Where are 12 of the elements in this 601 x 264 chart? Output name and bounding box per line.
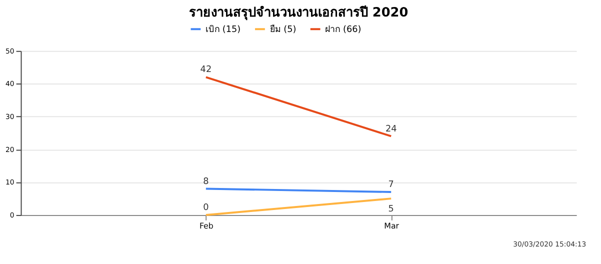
data-label: 5 bbox=[388, 204, 394, 214]
data-label: 7 bbox=[388, 180, 394, 190]
legend-label: เบิก (15) bbox=[206, 24, 241, 36]
legend-label: ยืม (5) bbox=[270, 24, 296, 36]
x-tick-label: Mar bbox=[384, 221, 400, 230]
legend-label: ฝาก (66) bbox=[325, 25, 362, 36]
chart-title: รายงานสรุปจำนวนงานเอกสารปี 2020 bbox=[188, 4, 408, 20]
data-label: 8 bbox=[203, 176, 210, 187]
data-label: 24 bbox=[385, 124, 398, 134]
x-tick-label: Feb bbox=[199, 221, 214, 230]
data-label: 0 bbox=[203, 203, 210, 214]
data-label: 42 bbox=[200, 65, 212, 76]
